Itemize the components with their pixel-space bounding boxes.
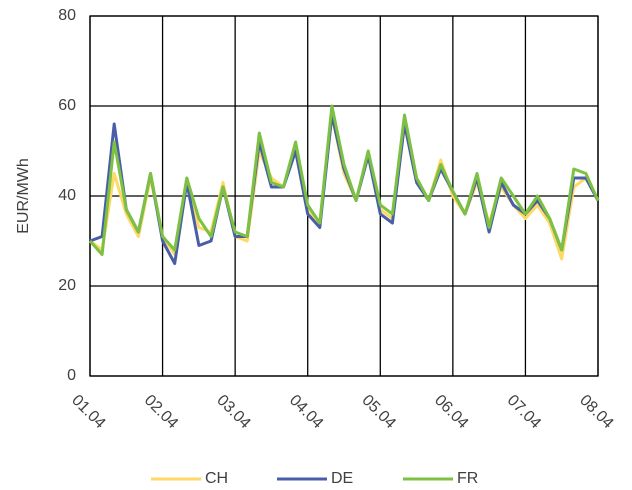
y-tick-label: 20	[58, 277, 76, 294]
series-line	[89, 113, 600, 261]
legend-label: CH	[205, 470, 228, 487]
x-tick-label: 05.04	[358, 392, 398, 432]
x-tick-label: 06.04	[431, 392, 471, 432]
y-axis-label: EUR/MWh	[15, 158, 32, 234]
y-tick-label: 40	[58, 187, 76, 204]
x-tick-label: 08.04	[576, 392, 616, 432]
plot-border	[89, 15, 599, 377]
legend-label: FR	[457, 470, 478, 487]
x-tick-label: 03.04	[213, 392, 253, 432]
x-tick-label: 01.04	[68, 392, 108, 432]
y-tick-label: 60	[58, 97, 76, 114]
legend-label: DE	[331, 470, 353, 487]
x-tick-label: 04.04	[286, 392, 326, 432]
x-tick-label: 02.04	[141, 392, 181, 432]
y-tick-label: 80	[58, 7, 76, 24]
y-tick-label: 0	[67, 367, 76, 384]
series-line	[88, 104, 600, 256]
x-tick-label: 07.04	[504, 392, 544, 432]
